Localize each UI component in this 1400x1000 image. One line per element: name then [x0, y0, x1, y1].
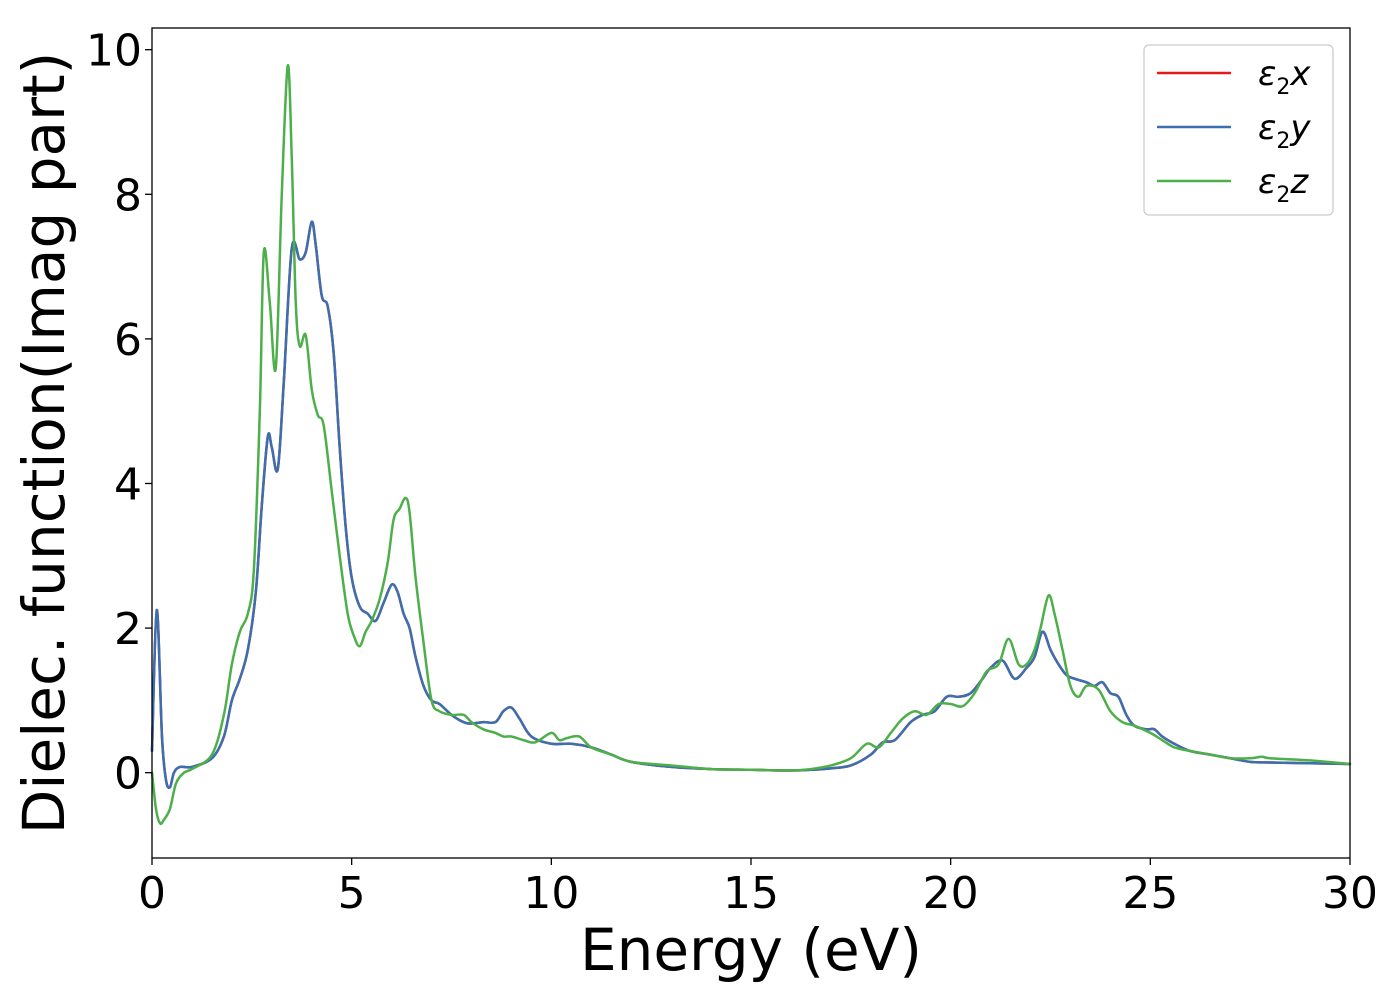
y-axis-ticks: 0 2 4 6 8 10 — [86, 26, 152, 800]
legend: ε2x ε2y ε2z — [1143, 44, 1334, 216]
y-tick-label: 0 — [114, 749, 142, 800]
x-tick-label: 15 — [723, 868, 779, 919]
x-axis-label: Energy (eV) — [580, 916, 922, 984]
x-tick-label: 25 — [1122, 868, 1178, 919]
legend-label-y: ε2y — [1258, 108, 1311, 154]
x-tick-label: 30 — [1322, 868, 1378, 919]
series-layer — [150, 64, 1352, 826]
legend-label-x: ε2x — [1258, 54, 1311, 100]
x-tick-label: 10 — [523, 868, 579, 919]
x-tick-label: 0 — [138, 868, 166, 919]
y-axis-label: Dielec. function(Imag part) — [10, 52, 78, 835]
y-tick-label: 10 — [86, 26, 142, 77]
x-tick-label: 20 — [923, 868, 979, 919]
series-line-z — [150, 64, 1352, 826]
y-tick-label: 4 — [114, 459, 142, 510]
legend-label-z: ε2z — [1258, 162, 1309, 208]
legend-box — [1143, 44, 1334, 216]
x-axis-ticks: 0 5 10 15 20 25 30 — [138, 858, 1378, 919]
y-tick-label: 8 — [114, 170, 142, 221]
y-tick-label: 2 — [114, 604, 142, 655]
y-tick-label: 6 — [114, 315, 142, 366]
series-line-y — [150, 220, 1352, 789]
x-tick-label: 5 — [338, 868, 366, 919]
